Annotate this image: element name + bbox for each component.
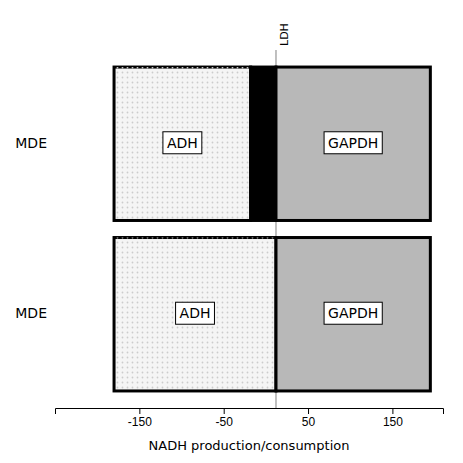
x-tick-mark <box>224 408 225 414</box>
segment-label-box <box>324 302 382 324</box>
bar-segment <box>114 67 251 220</box>
x-tick-label: -150 <box>128 415 152 429</box>
x-tick-mark <box>139 408 140 414</box>
x-tick-label: -50 <box>216 415 234 429</box>
bar-hatch <box>114 238 276 391</box>
bar-segment <box>114 238 276 391</box>
x-tick-label: 50 <box>302 415 316 429</box>
annotation: LDH <box>278 23 291 46</box>
x-axis-line <box>56 409 444 415</box>
bar-segment <box>276 238 430 391</box>
chart: -150 -50 50 150 NADH production/consumption M… <box>0 0 463 463</box>
x-tick: -50 <box>216 408 234 429</box>
segment-label-group: GAPDH <box>324 132 382 154</box>
x-tick-label: 150 <box>383 415 403 429</box>
segment-label: ADH <box>167 135 198 151</box>
segment-label: ADH <box>180 305 211 321</box>
segment-label-group: ADH <box>163 132 202 154</box>
x-tick-mark <box>392 408 393 414</box>
plot: -150 -50 50 150 NADH production/consumption M… <box>15 23 443 453</box>
segment-label-group: GAPDH <box>324 302 382 324</box>
category-label: MDE <box>15 305 47 321</box>
bar-segment <box>251 67 276 220</box>
x-axis: -150 -50 50 150 <box>56 408 444 429</box>
segment-label: GAPDH <box>328 305 378 321</box>
segment-label-box <box>324 132 382 154</box>
segment-label-group: ADH <box>176 302 215 324</box>
segment-label-box <box>176 302 215 324</box>
x-tick-mark <box>308 408 309 414</box>
bar-segment <box>276 67 430 220</box>
segment-label-box <box>163 132 202 154</box>
x-tick: 150 <box>383 408 403 429</box>
bar-hatch <box>114 67 251 220</box>
category-label: MDE <box>15 135 47 151</box>
x-axis-title: NADH production/consumption <box>149 438 350 453</box>
x-tick: 50 <box>302 408 316 429</box>
marks <box>114 50 430 408</box>
segment-label: GAPDH <box>328 135 378 151</box>
x-tick: -150 <box>128 408 152 429</box>
